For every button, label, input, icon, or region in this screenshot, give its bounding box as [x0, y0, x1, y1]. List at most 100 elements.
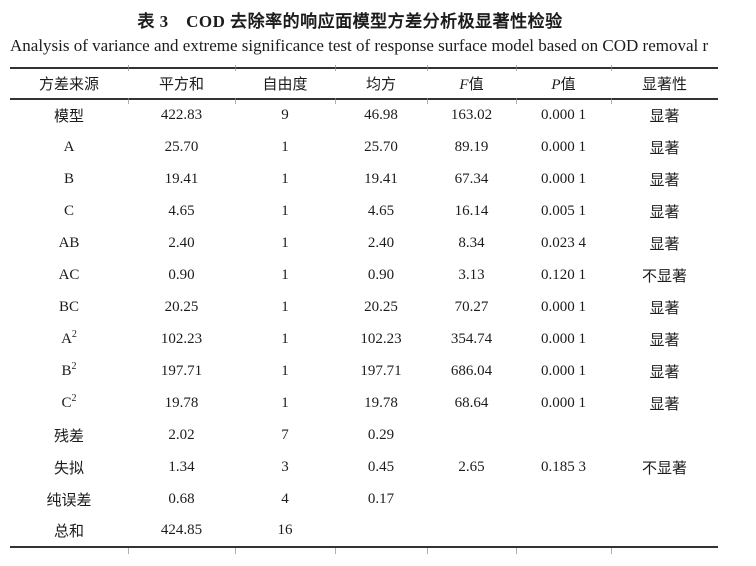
- table-cell: 3.13: [458, 266, 485, 283]
- column-rule-tick: [427, 548, 428, 554]
- table-cell: 显著: [649, 140, 680, 157]
- table-cell: 3: [281, 458, 289, 475]
- table-row: 模型 422.83 9 46.98 163.02 0.000 1 显著: [10, 99, 718, 131]
- column-rule-tick: [335, 98, 336, 104]
- table-cell: 7: [281, 426, 289, 443]
- table-cell: 0.17: [367, 490, 395, 507]
- table-cell: 16: [277, 522, 293, 538]
- column-header: 自由度: [262, 77, 308, 93]
- row-label-cell: C: [63, 202, 74, 219]
- table-row: 纯误差 0.68 4 0.17: [10, 483, 718, 515]
- table-cell: 4.65: [367, 202, 395, 219]
- table-cell: 显著: [649, 396, 680, 413]
- table-cell: 1: [281, 138, 289, 155]
- table-cell: 19.78: [364, 394, 398, 411]
- column-rule-tick: [611, 65, 612, 71]
- table-cell: 197.71: [160, 362, 203, 379]
- table-cell: 2.65: [458, 458, 485, 475]
- column-rule-tick: [235, 98, 236, 104]
- table-row: B 19.41 1 19.41 67.34 0.000 1 显著: [10, 163, 718, 195]
- table-cell: 0.000 1: [541, 298, 586, 315]
- table-cell: 19.41: [364, 170, 398, 187]
- table-cell: [516, 515, 611, 547]
- table-cell: [611, 483, 718, 515]
- anova-table: 方差来源 平方和 自由度 均方 F值 P值 显著性 模型 422.83 9 46.98 163.02…: [10, 67, 718, 548]
- table-row: AC 0.90 1 0.90 3.13 0.120 1 不显著: [10, 259, 718, 291]
- table-cell: 20.25: [164, 298, 199, 315]
- column-rule-tick: [611, 548, 612, 554]
- row-label-cell: BC: [58, 298, 79, 315]
- row-label-cell: AC: [58, 266, 80, 283]
- table-cell: 46.98: [364, 107, 398, 123]
- table-cell: 2.40: [367, 234, 395, 251]
- table-cell: 0.185 3: [541, 458, 586, 475]
- table-cell: 0.29: [367, 426, 395, 443]
- column-rule-tick: [611, 98, 612, 104]
- table-cell: 163.02: [450, 107, 493, 123]
- table-cell: 0.45: [367, 458, 395, 475]
- table-caption-zh: 表 3 COD 去除率的响应面模型方差分析极显著性检验: [137, 12, 563, 31]
- table-cell: 0.000 1: [541, 330, 586, 347]
- table-cell: 67.34: [454, 170, 489, 187]
- table-cell: 0.90: [168, 266, 195, 283]
- table-cell: [611, 515, 718, 547]
- table-cell: 19.41: [164, 170, 199, 187]
- row-label-cell: 失拟: [53, 460, 84, 477]
- table-row: C 4.65 1 4.65 16.14 0.005 1 显著: [10, 195, 718, 227]
- table-cell: 102.23: [360, 330, 402, 347]
- column-header: P值: [551, 77, 576, 93]
- column-rule-tick: [128, 548, 129, 554]
- table-row: 残差 2.02 7 0.29: [10, 419, 718, 451]
- table-cell: 70.27: [454, 298, 489, 315]
- table-cell: [516, 483, 611, 515]
- table-cell: 1: [281, 330, 289, 347]
- column-rule-tick: [128, 98, 129, 104]
- column-header: 均方: [365, 77, 396, 93]
- table-cell: 不显著: [641, 460, 687, 477]
- table-cell: [611, 419, 718, 451]
- table-cell: 25.70: [364, 138, 398, 155]
- table-cell: 1: [281, 170, 289, 187]
- row-label-cell: 模型: [53, 109, 84, 125]
- table-cell: 显著: [649, 109, 680, 125]
- table-cell: 422.83: [160, 107, 203, 123]
- table-cell: 25.70: [164, 138, 199, 155]
- table-cell: 不显著: [641, 268, 687, 285]
- column-rule-tick: [516, 65, 517, 71]
- table-cell: 424.85: [160, 522, 203, 538]
- column-rule-tick: [235, 548, 236, 554]
- table-cell: 16.14: [454, 202, 489, 219]
- column-rule-tick: [128, 65, 129, 71]
- table-cell: 354.74: [450, 330, 493, 347]
- row-label-cell: A: [63, 138, 75, 155]
- column-rule-tick: [335, 65, 336, 71]
- table-cell: 显著: [649, 204, 680, 221]
- table-cell: 4.65: [168, 202, 195, 219]
- table-row: BC 20.25 1 20.25 70.27 0.000 1 显著: [10, 291, 718, 323]
- table-row: C2 19.78 1 19.78 68.64 0.000 1 显著: [10, 387, 718, 419]
- table-cell: 102.23: [160, 330, 203, 347]
- row-label-cell: 总和: [53, 524, 84, 540]
- table-cell: 0.120 1: [541, 266, 586, 283]
- column-header: 显著性: [641, 77, 687, 93]
- table-cell: 2.02: [168, 426, 195, 443]
- table-row: AB 2.40 1 2.40 8.34 0.023 4 显著: [10, 227, 718, 259]
- table-header-row: 方差来源 平方和 自由度 均方 F值 P值 显著性: [10, 68, 718, 99]
- table-row: B2 197.71 1 197.71 686.04 0.000 1 显著: [10, 355, 718, 387]
- table-cell: 显著: [649, 172, 680, 189]
- table-cell: 0.000 1: [541, 138, 586, 155]
- table-cell: 0.000 1: [541, 394, 586, 411]
- table-cell: 4: [281, 490, 289, 507]
- column-rule-tick: [427, 98, 428, 104]
- table-cell: 89.19: [454, 138, 489, 155]
- table-cell: 0.90: [367, 266, 395, 283]
- table-row: 失拟 1.34 3 0.45 2.65 0.185 3 不显著: [10, 451, 718, 483]
- table-row: 总和 424.85 16: [10, 515, 718, 547]
- table-caption-en: Analysis of variance and extreme signifi…: [10, 36, 709, 55]
- table-cell: 20.25: [364, 298, 398, 315]
- table-cell: [427, 419, 516, 451]
- table-cell: 686.04: [450, 362, 493, 379]
- table-cell: [427, 483, 516, 515]
- table-cell: 1: [281, 298, 289, 315]
- row-label-cell: B: [63, 170, 74, 187]
